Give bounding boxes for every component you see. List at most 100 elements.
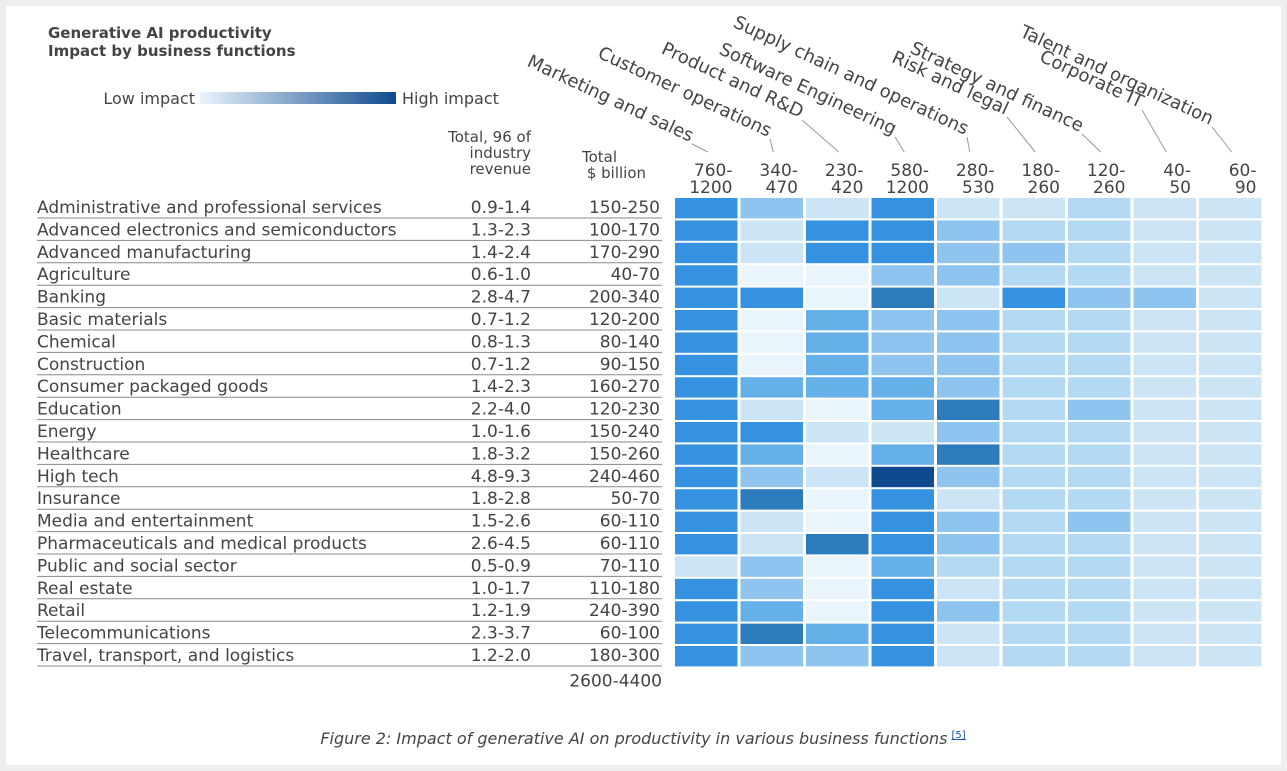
row-pct: 0.6-1.0 xyxy=(471,265,531,285)
heat-cell xyxy=(675,601,738,622)
heat-cell xyxy=(871,422,934,443)
heat-cell xyxy=(871,444,934,465)
heat-cell xyxy=(1199,623,1262,644)
leader xyxy=(769,138,774,153)
column-range: 260 xyxy=(1093,178,1125,198)
heat-cell xyxy=(1199,511,1262,532)
heat-cell xyxy=(675,578,738,600)
heat-cell xyxy=(1199,646,1262,667)
heat-cell xyxy=(1002,489,1065,510)
column-range: 340- xyxy=(759,161,798,181)
column-range: 280- xyxy=(956,161,995,181)
row-pct: 1.4-2.4 xyxy=(471,243,531,263)
column-range: 90 xyxy=(1235,178,1257,198)
heat-cell xyxy=(806,399,869,420)
heat-cell xyxy=(1002,534,1065,555)
heat-cell xyxy=(675,354,738,376)
row-pct: 0.9-1.4 xyxy=(471,198,531,218)
heat-cell xyxy=(1133,534,1196,555)
total-usd: 2600-4400 xyxy=(569,671,662,691)
heat-cell xyxy=(740,377,803,398)
heat-cell xyxy=(1199,422,1262,443)
row-usd: 150-260 xyxy=(589,444,660,464)
heat-cell xyxy=(806,220,869,241)
row-name: Pharmaceuticals and medical products xyxy=(37,534,367,554)
heat-cell xyxy=(1002,601,1065,622)
heat-cell xyxy=(1068,310,1131,331)
heat-cell xyxy=(1133,556,1196,577)
heat-cell xyxy=(937,310,1000,331)
heat-cell xyxy=(1133,578,1196,600)
heat-cell xyxy=(740,556,803,577)
heat-cell xyxy=(1133,399,1196,420)
heat-cell xyxy=(937,198,1000,219)
heat-cell xyxy=(1068,578,1131,600)
row-name: Real estate xyxy=(37,579,133,599)
heat-cell xyxy=(1068,646,1131,667)
heat-cell xyxy=(1002,265,1065,286)
heat-cell xyxy=(740,220,803,241)
row-pct: 1.2-2.0 xyxy=(471,646,531,666)
caption-ref[interactable]: [5] xyxy=(952,730,966,741)
row-usd: 170-290 xyxy=(589,243,660,263)
row-name: Insurance xyxy=(37,489,120,509)
heat-cell xyxy=(871,466,934,488)
column-range: 50 xyxy=(1169,178,1191,198)
heat-cell xyxy=(1002,198,1065,219)
heat-cell xyxy=(1133,466,1196,488)
heat-cell xyxy=(871,534,934,555)
heat-cell xyxy=(1199,198,1262,219)
heat-cell xyxy=(937,511,1000,532)
heat-cell xyxy=(871,601,934,622)
heat-cell xyxy=(675,198,738,219)
col-header: Total xyxy=(581,148,617,166)
row-pct: 1.8-2.8 xyxy=(471,489,531,509)
title: Impact by business functions xyxy=(48,42,296,60)
row-name: Media and entertainment xyxy=(37,512,254,532)
heat-cell xyxy=(675,332,738,353)
row-name: Retail xyxy=(37,601,85,621)
heat-cell xyxy=(740,578,803,600)
column-range: 180- xyxy=(1021,161,1060,181)
row-usd: 160-270 xyxy=(589,377,660,397)
heat-cell xyxy=(1068,242,1131,264)
heat-cell xyxy=(1199,377,1262,398)
heat-cell xyxy=(1199,534,1262,555)
heat-cell xyxy=(1068,198,1131,219)
heat-cell xyxy=(1002,466,1065,488)
row-pct: 2.3-3.7 xyxy=(471,624,531,644)
row-pct: 0.5-0.9 xyxy=(471,556,531,576)
heat-cell xyxy=(1133,198,1196,219)
heat-cell xyxy=(1199,265,1262,286)
heat-cell xyxy=(1002,287,1065,308)
heat-cell xyxy=(806,489,869,510)
col-header: industry xyxy=(470,144,532,162)
heat-cell xyxy=(1068,422,1131,443)
leader xyxy=(1211,126,1233,153)
row-pct: 1.5-2.6 xyxy=(471,512,531,532)
heat-cell xyxy=(675,220,738,241)
heat-cell xyxy=(1133,332,1196,353)
heat-cell xyxy=(937,444,1000,465)
leader xyxy=(1081,133,1102,153)
heat-cell xyxy=(675,265,738,286)
column-range: 40- xyxy=(1163,161,1191,181)
heat-cell xyxy=(675,444,738,465)
heat-cell xyxy=(871,399,934,420)
heat-cell xyxy=(675,242,738,264)
row-usd: 200-340 xyxy=(589,288,660,308)
heat-cell xyxy=(871,578,934,600)
heat-cell xyxy=(1133,646,1196,667)
row-name: Administrative and professional services xyxy=(37,198,382,218)
column-range: 530 xyxy=(962,178,994,198)
heat-cell xyxy=(675,534,738,555)
heat-cell xyxy=(1133,489,1196,510)
column-range: 230- xyxy=(825,161,864,181)
heat-cell xyxy=(1199,601,1262,622)
caption: Figure 2: Impact of generative AI on pro… xyxy=(320,729,965,748)
heat-cell xyxy=(1002,399,1065,420)
heat-cell xyxy=(1133,511,1196,532)
title: Generative AI productivity xyxy=(48,24,272,42)
